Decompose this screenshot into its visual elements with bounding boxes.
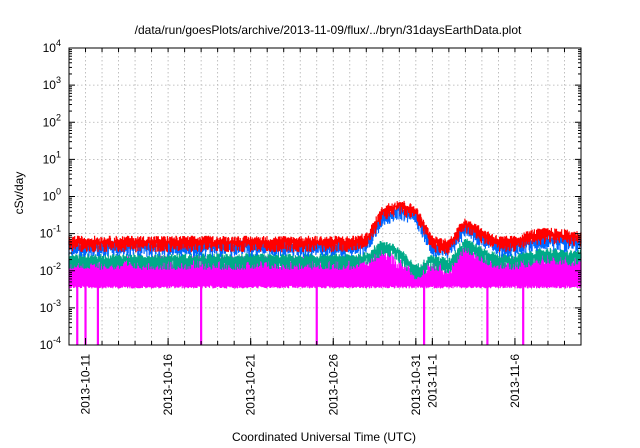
x-tick-label: 2013-10-11 — [79, 354, 93, 415]
x-tick-label: 2013-10-21 — [244, 354, 258, 416]
x-tick-label: 2013-10-31 — [409, 354, 423, 416]
y-tick-label: 103 — [43, 75, 61, 92]
y-tick-label: 100 — [43, 187, 61, 204]
y-tick-label: 101 — [43, 149, 61, 166]
y-tick-label: 104 — [43, 38, 61, 55]
axis-ticks: 10-4 10-3 10-2 10-1 100 101 102 103 104 2013-10-1… — [40, 38, 581, 415]
x-axis-label: Coordinated Universal Time (UTC) — [232, 430, 416, 444]
grid — [69, 48, 581, 345]
x-tick-label: 2013-11-1 — [425, 354, 439, 408]
y-tick-label: 10-4 — [40, 335, 61, 352]
chart-title: /data/run/goesPlots/archive/2013-11-09/f… — [135, 23, 522, 37]
y-tick-label: 102 — [43, 112, 61, 129]
y-tick-label: 10-1 — [40, 224, 61, 241]
plot-data — [68, 200, 582, 345]
x-tick-label: 2013-11-6 — [508, 354, 522, 408]
x-tick-label: 2013-10-16 — [161, 354, 175, 416]
y-tick-label: 10-2 — [40, 261, 61, 278]
x-tick-label: 2013-10-26 — [326, 354, 340, 416]
y-axis-label: cSv/day — [12, 172, 26, 215]
y-tick-label: 10-3 — [40, 298, 61, 315]
